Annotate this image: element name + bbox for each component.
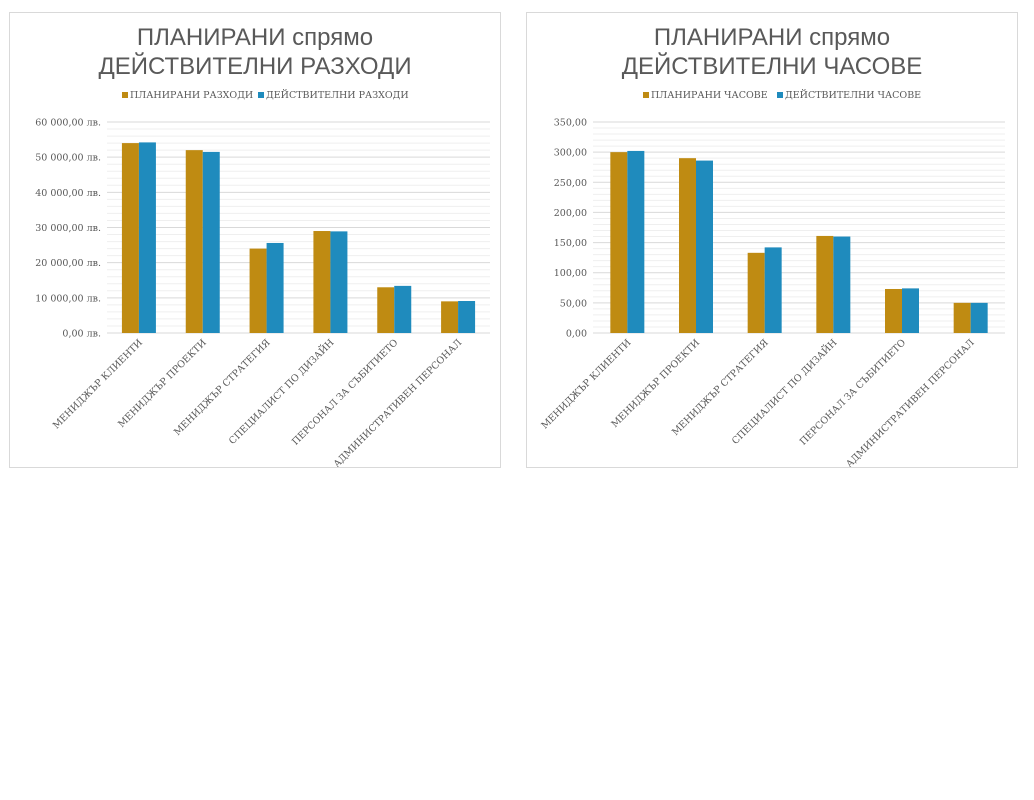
legend-label[interactable]: ДЕЙСТВИТЕЛНИ ЧАСОВЕ: [785, 89, 921, 101]
bar-planned[interactable]: [679, 158, 696, 333]
y-tick-label: 200,00: [554, 208, 587, 219]
bar-actual[interactable]: [266, 242, 284, 333]
bar-actual[interactable]: [627, 150, 645, 333]
legend-label[interactable]: ПЛАНИРАНИ РАЗХОДИ: [130, 90, 253, 101]
bar-planned[interactable]: [953, 302, 971, 333]
y-tick-label: 40 000,00 лв.: [35, 188, 101, 199]
y-tick-label: 350,00: [554, 118, 587, 129]
y-tick-label: 250,00: [554, 178, 587, 189]
y-tick-label: 0,00 лв.: [62, 329, 101, 340]
bar-planned[interactable]: [377, 287, 395, 333]
bar-actual[interactable]: [458, 300, 476, 333]
bar-planned[interactable]: [816, 235, 834, 333]
legend-label[interactable]: ДЕЙСТВИТЕЛНИ РАЗХОДИ: [266, 89, 409, 101]
y-tick-label: 100,00: [554, 268, 587, 279]
y-tick-label: 300,00: [554, 148, 587, 159]
category-label: АДМИНИСТРАТИВЕН ПЕРСОНАЛ: [844, 337, 977, 467]
legend-swatch: [122, 92, 128, 98]
bar-planned[interactable]: [441, 301, 459, 333]
bar-actual[interactable]: [902, 288, 919, 333]
bar-planned[interactable]: [185, 150, 203, 333]
bar-actual[interactable]: [330, 231, 348, 333]
legend-label[interactable]: ПЛАНИРАНИ ЧАСОВЕ: [651, 90, 768, 101]
chart-title-line-2: ДЕЙСТВИТЕЛНИ ЧАСОВЕ: [622, 52, 923, 80]
bar-actual[interactable]: [138, 142, 156, 333]
y-tick-label: 20 000,00 лв.: [35, 258, 101, 269]
y-tick-label: 30 000,00 лв.: [35, 223, 101, 234]
bar-planned[interactable]: [610, 152, 628, 333]
category-label: АДМИНИСТРАТИВЕН ПЕРСОНАЛ: [332, 337, 465, 467]
legend-swatch: [258, 92, 264, 98]
expenses-chart-svg: ПЛАНИРАНИ спрямо ДЕЙСТВИТЕЛНИ РАЗХОДИ 0,…: [35, 24, 490, 467]
hours-chart-svg: ПЛАНИРАНИ спрямо ДЕЙСТВИТЕЛНИ ЧАСОВЕ 0,0…: [539, 24, 1005, 467]
chart-panel-hours[interactable]: ПЛАНИРАНИ спрямо ДЕЙСТВИТЕЛНИ ЧАСОВЕ 0,0…: [526, 12, 1018, 468]
bar-planned[interactable]: [249, 248, 267, 333]
y-tick-label: 150,00: [554, 238, 587, 249]
category-label: ПЕРСОНАЛ ЗА СЪБИТИЕТО: [290, 337, 400, 447]
bar-actual[interactable]: [833, 236, 851, 333]
y-tick-label: 50 000,00 лв.: [35, 153, 101, 164]
bar-actual[interactable]: [696, 160, 713, 333]
bar-planned[interactable]: [313, 231, 331, 333]
chart-panel-expenses[interactable]: ПЛАНИРАНИ спрямо ДЕЙСТВИТЕЛНИ РАЗХОДИ 0,…: [9, 12, 501, 468]
chart-title-line-1: ПЛАНИРАНИ спрямо: [654, 24, 890, 51]
y-tick-label: 60 000,00 лв.: [35, 118, 101, 129]
bar-planned[interactable]: [885, 288, 902, 333]
y-tick-label: 10 000,00 лв.: [35, 293, 101, 304]
bar-planned[interactable]: [747, 252, 765, 333]
chart-title-line-2: ДЕЙСТВИТЕЛНИ РАЗХОДИ: [98, 52, 411, 80]
bar-actual[interactable]: [970, 302, 988, 333]
category-label: СПЕЦИАЛИСТ ПО ДИЗАЙН: [226, 337, 336, 447]
legend-swatch: [643, 92, 649, 98]
bar-actual[interactable]: [764, 247, 782, 333]
bar-planned[interactable]: [121, 143, 139, 333]
legend-swatch: [777, 92, 783, 98]
y-tick-label: 50,00: [560, 298, 587, 309]
bar-actual[interactable]: [202, 151, 220, 333]
y-tick-label: 0,00: [566, 329, 587, 340]
bar-actual[interactable]: [394, 285, 412, 333]
category-label: СПЕЦИАЛИСТ ПО ДИЗАЙН: [729, 337, 839, 447]
chart-title-line-1: ПЛАНИРАНИ спрямо: [137, 24, 373, 51]
